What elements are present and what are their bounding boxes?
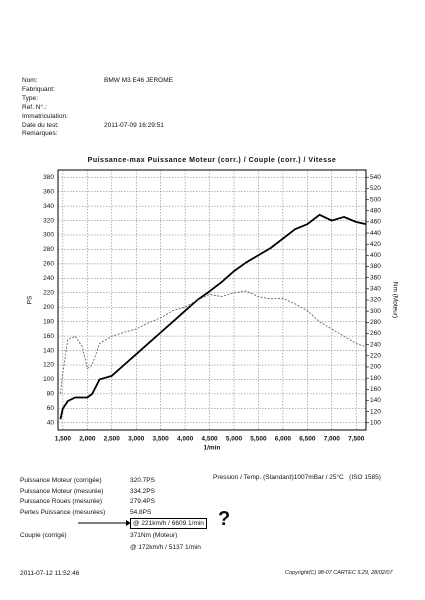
result-value: 334.2PS	[130, 487, 155, 495]
y2-tick-label: 180	[370, 375, 381, 382]
y-tick-label: 160	[43, 333, 54, 340]
y2-tick-label: 320	[370, 297, 381, 304]
y2-axis-label: Nm (Moteur)	[391, 282, 398, 318]
copyright: Copyright(C) 98-07 CARTEC 5.29, 28/02/07	[285, 570, 393, 576]
y2-tick-label: 160	[370, 386, 381, 393]
field-value: BMW M3 E46 JEROME	[104, 77, 173, 84]
x-tick-label: 4,500	[201, 436, 218, 443]
y2-tick-label: 140	[370, 397, 381, 404]
power-at: @ 221km/h / 6609 1/min	[130, 518, 207, 529]
y2-tick-label: 520	[370, 185, 381, 192]
torque-label: Couple (corrigé)	[20, 532, 67, 539]
result-value: 279.4PS	[130, 498, 155, 505]
y2-tick-label: 300	[370, 308, 381, 315]
x-axis-label: 1/min	[204, 445, 221, 452]
x-tick-label: 2,500	[104, 436, 121, 443]
x-tick-label: 2,000	[79, 436, 96, 443]
result-label: Puissance Moteur (mesurée)	[20, 487, 104, 495]
chart-title: Puissance-max Puissance Moteur (corr.) /…	[88, 157, 337, 164]
y2-tick-label: 440	[370, 230, 381, 237]
y2-tick-label: 340	[370, 286, 381, 293]
x-tick-label: 6,500	[299, 436, 316, 443]
y-tick-label: 60	[47, 405, 55, 412]
x-tick-label: 3,000	[128, 436, 145, 443]
y-tick-label: 100	[43, 376, 54, 383]
torque-value: 371Nm (Moteur)	[130, 532, 178, 539]
y2-tick-label: 540	[370, 174, 381, 181]
x-tick-label: 1,500	[55, 436, 72, 443]
y-tick-label: 200	[43, 304, 54, 311]
y2-tick-label: 120	[370, 408, 381, 415]
y2-tick-label: 100	[370, 419, 381, 426]
plot-frame	[57, 169, 367, 431]
y2-tick-label: 200	[370, 364, 381, 371]
y2-tick-label: 500	[370, 196, 381, 203]
result-value: 54.8PS	[130, 508, 152, 516]
y2-tick-label: 280	[370, 319, 381, 326]
printed-date: 2011-07-12 11:52:46	[20, 570, 80, 577]
y2-tick-label: 400	[370, 252, 381, 259]
y2-tick-label: 420	[370, 241, 381, 248]
field-label: Remarques:	[22, 130, 58, 138]
x-tick-label: 5,500	[250, 436, 267, 443]
y-tick-label: 260	[43, 261, 54, 268]
result-label: Puissance Moteur (corrigée)	[20, 477, 102, 484]
y-tick-label: 40	[47, 419, 55, 426]
field-label: Type:	[22, 94, 38, 102]
x-tick-label: 3,500	[153, 436, 170, 443]
y-tick-label: 380	[43, 174, 54, 181]
torque-at: @ 172km/h / 5137 1/min	[130, 544, 201, 551]
y-tick-label: 220	[43, 289, 54, 296]
y2-tick-label: 240	[370, 341, 381, 348]
x-tick-label: 5,000	[226, 436, 243, 443]
result-value: 320.7PS	[130, 477, 155, 484]
x-tick-label: 6,000	[275, 436, 292, 443]
x-tick-label: 7,000	[324, 436, 341, 443]
x-tick-label: 7,500	[348, 436, 365, 443]
y-tick-label: 180	[43, 318, 54, 325]
y-tick-label: 280	[43, 246, 54, 253]
field-label: Nom:	[22, 77, 38, 84]
field-label: Fabriquant:	[22, 85, 55, 93]
y2-tick-label: 480	[370, 207, 381, 214]
field-label: Immatriculation:	[22, 112, 68, 120]
y-tick-label: 300	[43, 232, 54, 239]
y2-tick-label: 460	[370, 219, 381, 226]
result-label: Pertes Puissance (mesurées)	[20, 508, 106, 516]
x-tick-label: 4,000	[177, 436, 194, 443]
torque-line	[60, 290, 367, 394]
y2-tick-label: 260	[370, 330, 381, 337]
y-tick-label: 80	[47, 391, 55, 398]
field-label: Date du test:	[22, 121, 59, 129]
conditions: Pression / Temp. (Standard)1007mBar / 25…	[213, 474, 381, 481]
field-value: 2011-07-09 16:29:51	[104, 121, 164, 129]
y-tick-label: 240	[43, 275, 54, 282]
question-mark: ?	[218, 508, 231, 530]
y-tick-label: 360	[43, 188, 54, 195]
field-label: Ref. N°.:	[22, 103, 47, 111]
y2-tick-label: 380	[370, 263, 381, 270]
result-label: Puissance Roues (mesurée)	[20, 498, 103, 505]
y2-tick-label: 360	[370, 274, 381, 281]
y-tick-label: 140	[43, 347, 54, 354]
y2-tick-label: 220	[370, 353, 381, 360]
y-tick-label: 120	[43, 362, 54, 369]
y-axis-label: PS	[27, 295, 34, 304]
y-tick-label: 340	[43, 203, 54, 210]
power-line	[59, 213, 367, 420]
y-tick-label: 320	[43, 217, 54, 224]
